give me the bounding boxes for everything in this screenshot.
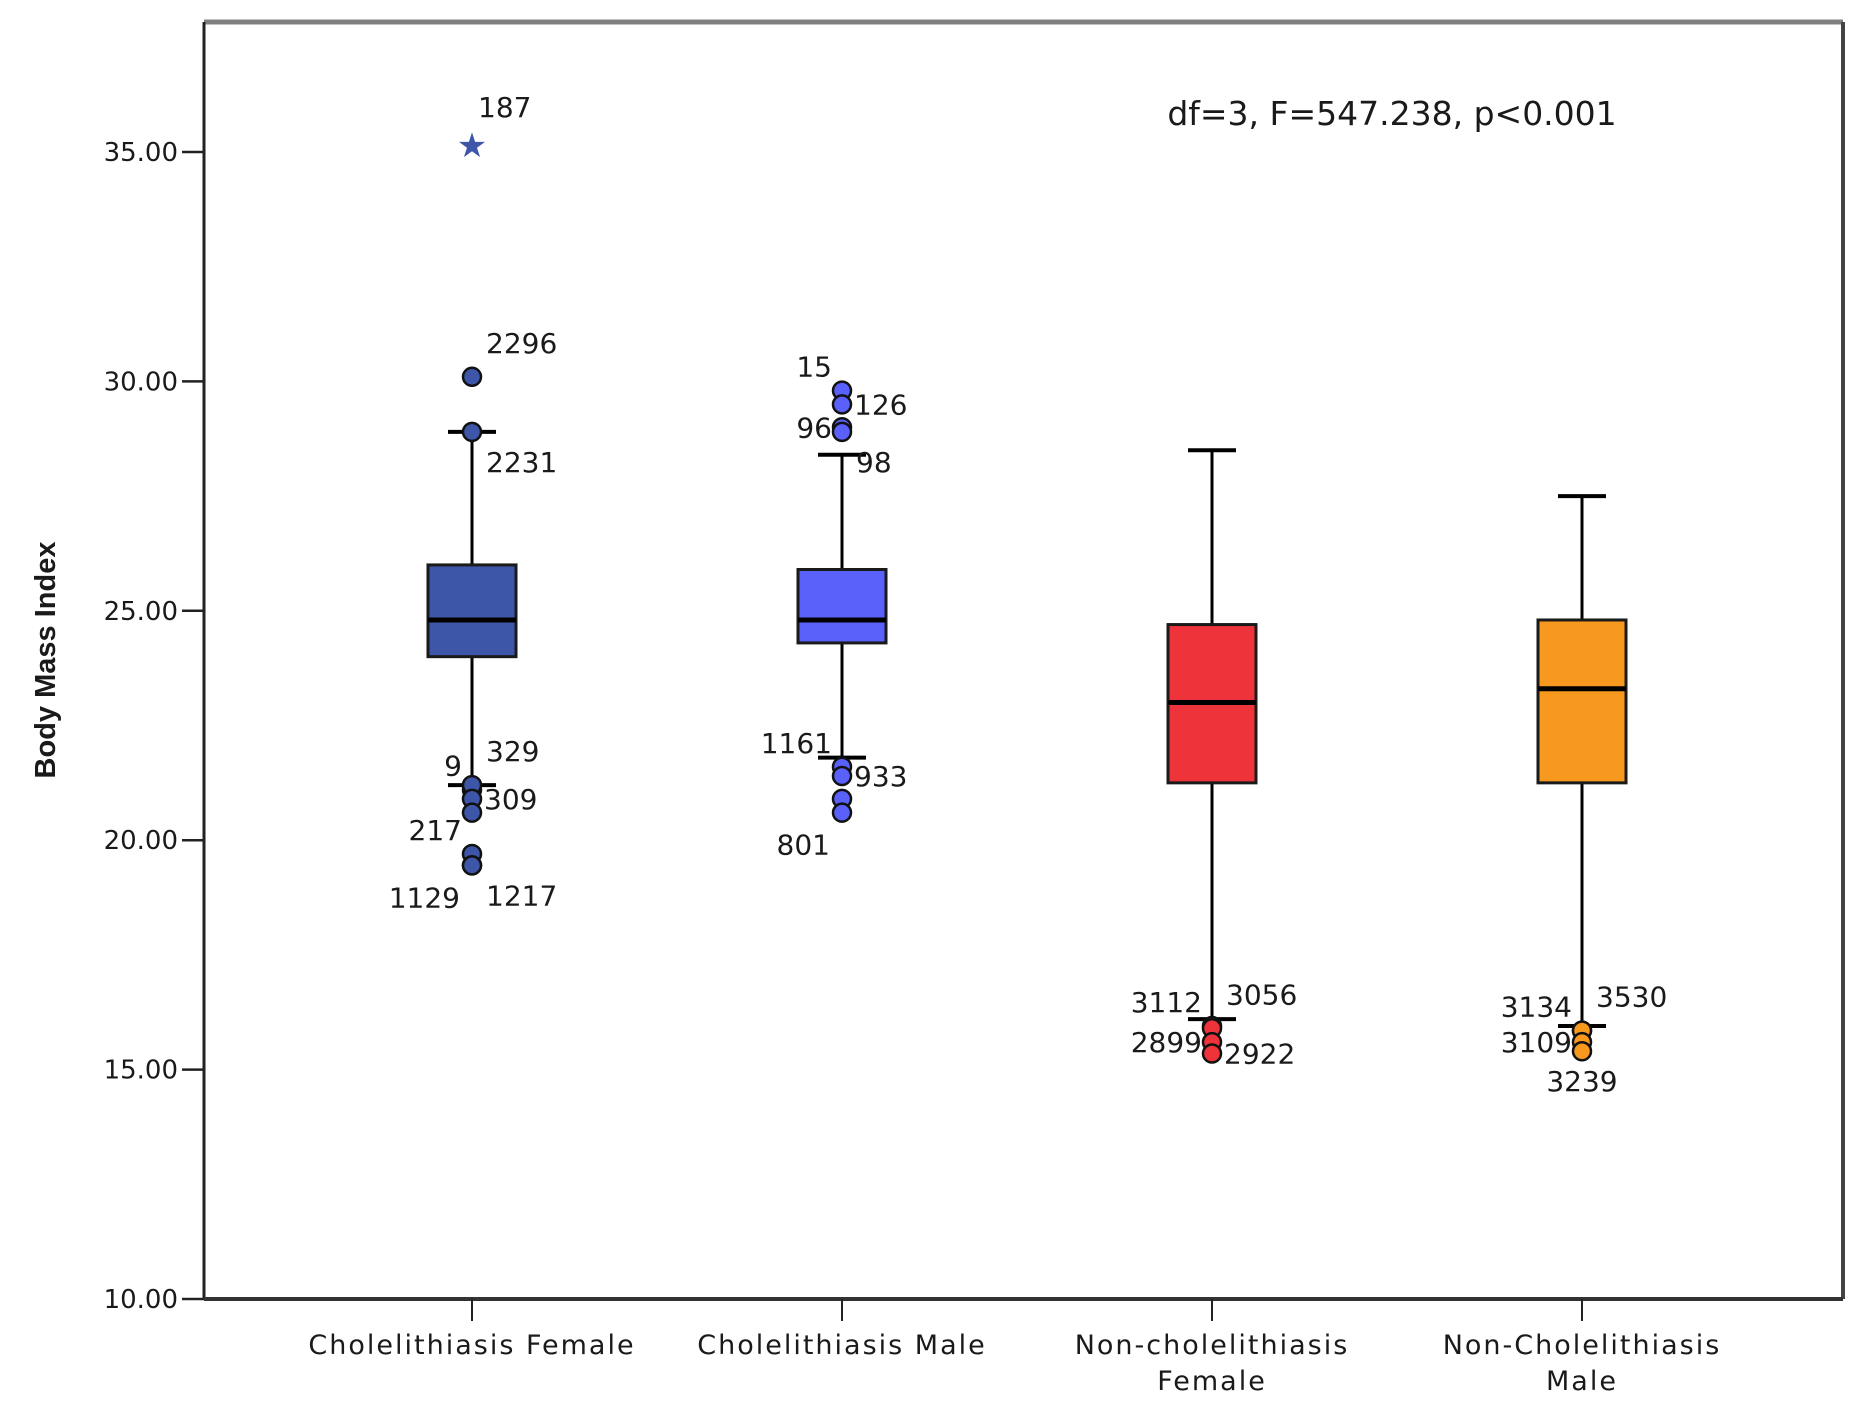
x-tick-label: Cholelithiasis Male [697, 1330, 987, 1361]
y-tick-label: 30.00 [104, 367, 178, 397]
outlier-label: 3056 [1226, 978, 1297, 1011]
outlier-label: 3530 [1596, 981, 1667, 1014]
y-tick-label: 25.00 [104, 597, 178, 627]
outlier-label: 3112 [1131, 986, 1202, 1019]
outlier-label: 2296 [486, 327, 557, 360]
outlier-label: 1161 [761, 727, 832, 760]
outlier-point [461, 366, 483, 388]
outlier-point [831, 765, 853, 787]
x-tick-label: Female [1157, 1366, 1267, 1397]
outlier-label: 2231 [486, 446, 557, 479]
outlier-point [461, 421, 483, 443]
x-tick-label: Cholelithiasis Female [308, 1330, 635, 1361]
box-group: 3112 3056 2899 2922 [1131, 448, 1297, 1071]
outlier-label: 2899 [1131, 1026, 1202, 1059]
y-axis: 10.00 15.00 20.00 25.00 30.00 35.00 [104, 138, 204, 1315]
outlier-point [831, 394, 853, 415]
y-tick-label: 15.00 [104, 1056, 178, 1086]
box-group: 15 126 96 98 1161 933 801 [761, 351, 908, 862]
outlier-point [831, 802, 853, 823]
outlier-label: 126 [854, 388, 907, 421]
x-tick-label: Male [1546, 1366, 1618, 1397]
y-axis-label: Body Mass Index [30, 542, 62, 779]
outlier-label: 15 [796, 351, 832, 384]
x-axis: Cholelithiasis Female Cholelithiasis Male… [308, 1299, 1722, 1397]
outlier-label: 96 [796, 411, 832, 444]
outlier-label: 217 [409, 814, 462, 847]
y-tick-label: 35.00 [104, 138, 178, 168]
outlier-label: 9 [444, 750, 462, 783]
outlier-point [831, 421, 853, 443]
outlier-label: 933 [854, 760, 907, 793]
outlier-label: 309 [484, 783, 537, 816]
box-group: 3134 3530 3109 3239 [1501, 494, 1667, 1098]
outlier-label: 329 [486, 735, 539, 768]
box [426, 563, 518, 659]
x-tick-label: Non-cholelithiasis [1075, 1330, 1350, 1361]
outlier-point [461, 855, 483, 876]
box-group: 2296 2231 9 329 309 217 1217 1129 ★187 [389, 91, 558, 915]
outlier-point [1201, 1043, 1223, 1064]
outlier-label: 1129 [389, 881, 460, 914]
outlier-label: 3134 [1501, 991, 1572, 1024]
extreme-label: 187 [478, 91, 531, 124]
box [1536, 618, 1628, 785]
outlier-label: 3109 [1501, 1026, 1572, 1059]
y-tick-label: 10.00 [104, 1285, 178, 1315]
anova-annotation: df=3, F=547.238, p<0.001 [1167, 94, 1616, 133]
x-tick-label: Non-Cholelithiasis [1443, 1330, 1722, 1361]
outlier-label: 2922 [1224, 1038, 1295, 1071]
outlier-label: 1217 [486, 879, 557, 912]
outlier-point [461, 802, 483, 823]
y-tick-label: 20.00 [104, 826, 178, 856]
extreme-point-star-icon: ★ [457, 126, 487, 166]
box [796, 568, 888, 645]
outlier-label: 3239 [1546, 1065, 1617, 1098]
outlier-label: 801 [777, 829, 830, 862]
outlier-point [1571, 1040, 1593, 1062]
plot-frame [202, 19, 1845, 1301]
outlier-label: 98 [856, 446, 892, 479]
